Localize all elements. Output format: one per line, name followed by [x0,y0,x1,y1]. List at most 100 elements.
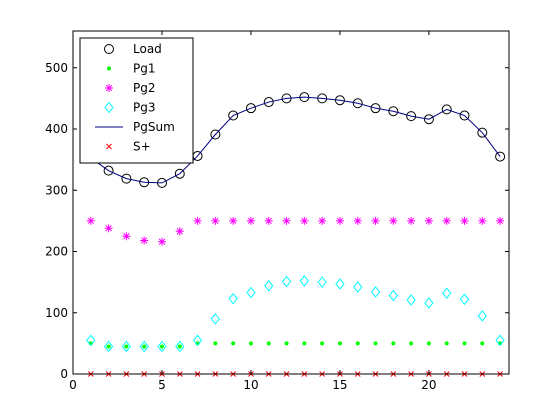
data-point-load [352,98,363,109]
data-point-pg3-shape [335,278,345,290]
data-point-pg2 [353,216,362,225]
data-point-pg3-shape [317,276,327,288]
series-load [85,92,506,188]
data-point-load-shape [210,129,221,140]
axes-frame [72,30,510,375]
legend-marker-pg1-shape [107,66,111,71]
data-point-pg1 [480,341,485,346]
data-point-pg2-shape [442,216,451,225]
legend-marker-pg3 [104,101,114,114]
data-point-load [441,104,452,115]
data-point-load [228,110,239,121]
data-point-pg1 [159,344,164,349]
data-point-load-shape [477,127,488,138]
data-point-pg3 [86,334,96,347]
data-point-pg3-shape [281,275,292,288]
data-point-load [459,110,470,121]
legend-label-load: Load [133,42,162,56]
data-point-pg2 [335,216,344,225]
legend-box [79,37,194,164]
data-point-pg2-shape [407,216,416,225]
data-point-pg2-shape [157,237,166,246]
legend-marker-pg2 [105,84,113,92]
data-point-pg3-shape [477,310,487,322]
data-point-pg3-shape [192,334,203,347]
data-point-pg3 [210,313,221,325]
data-point-pg2 [460,216,469,225]
data-point-pg3 [192,334,203,347]
data-point-pg2-shape [335,216,344,225]
data-point-pg2-shape [496,216,505,225]
data-point-pg1 [231,341,236,346]
y-tick-label: 0 [60,367,68,381]
data-point-pg2 [300,216,309,225]
data-point-pg3-shape [228,292,238,305]
data-point-pg1-shape [213,341,218,346]
data-point-load [423,114,434,125]
data-point-pg2 [175,227,184,236]
data-point-pg3 [264,279,274,292]
data-point-pg3-shape [459,293,470,306]
data-point-pg2 [371,216,380,225]
data-point-pg2-shape [300,216,309,225]
data-point-pg2-shape [211,216,220,225]
data-point-pg2 [211,216,220,225]
data-point-load-shape [174,168,185,179]
data-point-pg1-shape [284,341,289,346]
data-point-pg3-shape [210,313,221,325]
data-point-pg3 [406,294,416,306]
series-line-pgsum [90,96,501,184]
data-point-load [263,97,274,108]
data-point-pg2-shape [246,216,255,225]
data-point-pg1-shape [426,341,431,346]
data-point-pg1 [373,341,378,346]
legend-marker-pg2-shape [105,84,113,92]
data-point-pg1 [266,341,271,346]
data-point-pg2-shape [460,216,469,225]
data-point-load-shape [121,173,132,184]
data-point-load [245,103,256,114]
data-point-load [121,173,132,184]
data-point-pg1-shape [391,341,396,346]
data-point-pg1 [248,341,253,346]
data-point-pg3 [121,340,132,353]
data-point-load [495,151,506,162]
data-point-pg1-shape [337,341,342,346]
data-point-pg2-shape [140,236,149,245]
data-point-load-shape [370,103,381,114]
data-point-pg2 [478,216,487,225]
data-point-load [103,165,114,176]
legend-label-s-: S+ [133,140,151,154]
data-point-pg1-shape [373,341,378,346]
data-point-pg2 [389,216,398,225]
x-tick-label: 15 [332,378,347,392]
legend-marker-pg3-shape [104,101,114,114]
data-point-pg1-shape [444,341,449,346]
y-tick-label: 500 [45,61,68,75]
data-point-load-shape [441,104,452,115]
y-tick-label: 400 [45,122,68,136]
data-point-pg1 [320,341,325,346]
data-point-pg2-shape [424,216,433,225]
data-point-pg1 [124,344,129,349]
data-point-pg1-shape [124,344,129,349]
data-point-load [477,127,488,138]
legend-label-pg3: Pg3 [133,101,156,115]
data-point-pg2 [407,216,416,225]
data-point-pg1-shape [320,341,325,346]
data-point-pg1 [106,344,111,349]
data-point-load-shape [388,106,399,117]
data-point-pg1 [142,344,147,349]
data-point-pg2 [282,216,291,225]
data-point-pg3-shape [157,340,167,353]
data-point-pg2-shape [282,216,291,225]
data-point-pg1 [391,341,396,346]
data-point-pg3 [317,276,327,288]
legend: Load Pg1 Pg2 Pg3 PgSum S+ [79,37,194,164]
data-point-pg3-shape [424,297,434,309]
data-point-pg3-shape [86,334,96,347]
legend-marker-load-shape [104,44,114,54]
data-point-pg3 [388,289,398,302]
